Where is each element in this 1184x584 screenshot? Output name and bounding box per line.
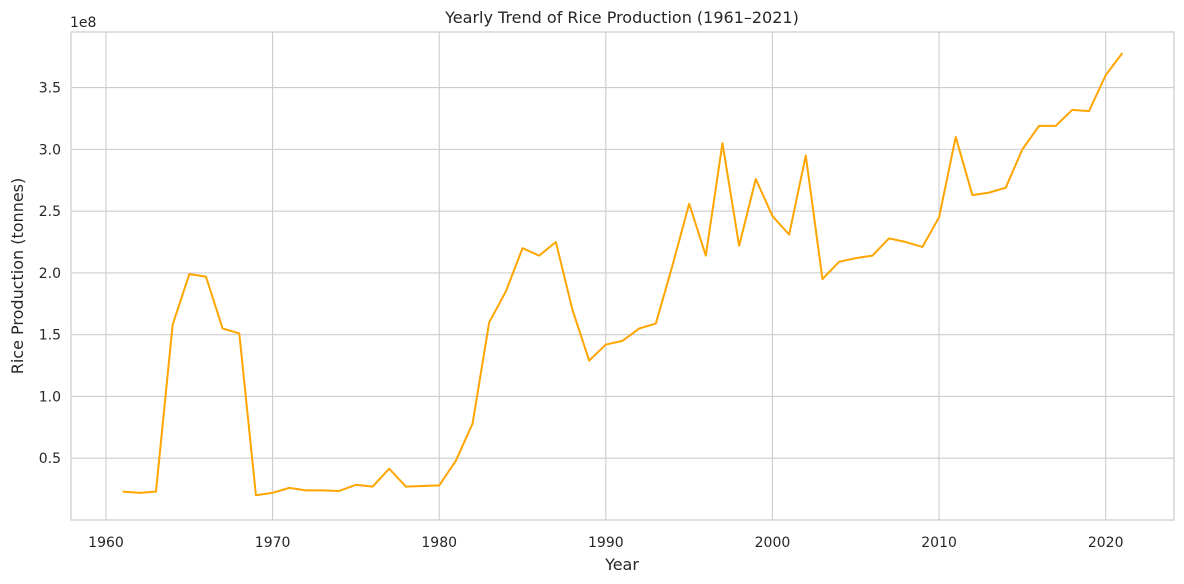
- series-layer: [122, 52, 1124, 497]
- y-axis-title: Rice Production (tonnes): [8, 178, 27, 375]
- y-axis-ticks: 0.5 1.0 1.5 2.0 2.5 3.0 3.5: [39, 81, 61, 468]
- y-tick-label: 3.0: [39, 142, 61, 158]
- grid: [71, 32, 1174, 520]
- y-tick-label: 1.5: [39, 328, 61, 344]
- series-line: [122, 52, 1124, 497]
- x-tick-label: 1980: [421, 535, 457, 551]
- x-tick-label: 2000: [755, 535, 791, 551]
- plot-frame: [70, 31, 1175, 521]
- x-tick-label: 1990: [588, 535, 624, 551]
- y-offset-label: 1e8: [70, 15, 96, 31]
- y-tick-label: 2.5: [39, 204, 61, 220]
- x-axis-ticks: 1960 1970 1980 1990 2000 2010 2020: [88, 535, 1123, 551]
- y-tick-label: 2.0: [39, 266, 61, 282]
- x-tick-label: 1970: [255, 535, 291, 551]
- x-tick-label: 1960: [88, 535, 124, 551]
- y-tick-label: 3.5: [39, 81, 61, 97]
- y-tick-label: 1.0: [39, 389, 61, 405]
- chart-title: Yearly Trend of Rice Production (1961–20…: [444, 8, 799, 27]
- y-tick-label: 0.5: [39, 451, 61, 467]
- x-tick-label: 2020: [1088, 535, 1124, 551]
- x-tick-label: 2010: [921, 535, 957, 551]
- x-axis-title: Year: [604, 555, 639, 574]
